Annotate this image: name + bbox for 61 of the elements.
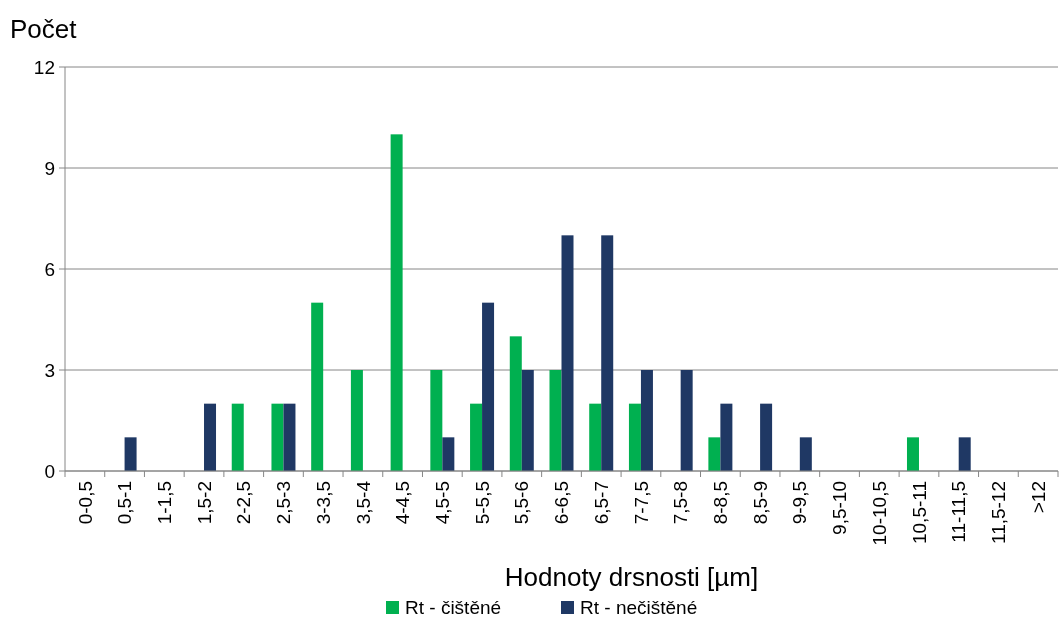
bar — [204, 403, 217, 471]
x-tick-label: 8-8,5 — [710, 481, 732, 525]
bar — [231, 403, 244, 471]
x-tick-label: 1,5-2 — [193, 481, 215, 525]
x-tick-label: 10-10,5 — [868, 481, 890, 546]
bar — [561, 235, 574, 471]
bar — [640, 370, 653, 471]
bar — [509, 336, 522, 471]
bar — [720, 403, 733, 471]
x-tick-label: 9-9,5 — [789, 481, 811, 525]
x-tick-label: 8,5-9 — [749, 481, 771, 525]
x-tick-label: 0,5-1 — [114, 481, 136, 525]
y-tick-label: 9 — [44, 157, 55, 179]
x-tick-label: 2,5-3 — [273, 481, 295, 525]
x-tick-label: 3,5-4 — [352, 480, 374, 525]
bar — [283, 403, 296, 471]
bar — [350, 370, 363, 471]
bar — [628, 403, 641, 471]
y-tick-label: 0 — [44, 460, 55, 482]
x-tick-label: 3-3,5 — [312, 481, 334, 525]
x-tick-label: 10,5-11 — [908, 481, 930, 545]
x-tick-label: 6-6,5 — [551, 481, 573, 525]
x-axis-title: Hodnoty drsnosti [µm] — [504, 562, 759, 592]
y-tick-label: 3 — [44, 359, 55, 381]
bar — [470, 403, 483, 471]
x-tick-label: 7-7,5 — [630, 481, 652, 525]
x-tick-label: 1-1,5 — [153, 481, 175, 525]
x-tick-label: 2-2,5 — [233, 481, 255, 525]
x-tick-label: 5,5-6 — [511, 481, 533, 525]
legend-label: Rt - nečištěné — [580, 597, 698, 618]
x-tick-label: >12 — [1027, 481, 1049, 514]
bar — [521, 370, 534, 471]
x-tick-label: 4,5-5 — [431, 481, 453, 525]
bar — [549, 370, 562, 471]
y-tick-label: 12 — [33, 56, 55, 78]
bar — [680, 370, 693, 471]
bar — [799, 437, 812, 471]
bar — [430, 370, 443, 471]
x-tick-label: 11-11,5 — [948, 481, 970, 543]
bar — [390, 134, 403, 471]
legend-label: Rt - čištěné — [405, 597, 502, 618]
x-tick-label: 7,5-8 — [670, 481, 692, 525]
bar — [760, 403, 773, 471]
y-tick-label: 6 — [44, 258, 55, 280]
x-tick-label: 5-5,5 — [471, 481, 493, 525]
bar — [601, 235, 614, 471]
bar — [482, 302, 495, 471]
x-tick-label: 9,5-10 — [829, 481, 851, 535]
x-tick-label: 6,5-7 — [590, 481, 612, 525]
x-tick-label: 0-0,5 — [74, 481, 96, 525]
y-axis-title: Počet — [10, 14, 78, 44]
bar — [958, 437, 971, 471]
bar — [708, 437, 721, 471]
x-tick-label: 11,5-12 — [988, 481, 1010, 545]
bar — [271, 403, 284, 471]
x-tick-label: 4-4,5 — [392, 481, 414, 525]
bar — [589, 403, 602, 471]
bar — [124, 437, 137, 471]
bar — [442, 437, 455, 471]
bar — [311, 302, 324, 471]
bar — [906, 437, 919, 471]
